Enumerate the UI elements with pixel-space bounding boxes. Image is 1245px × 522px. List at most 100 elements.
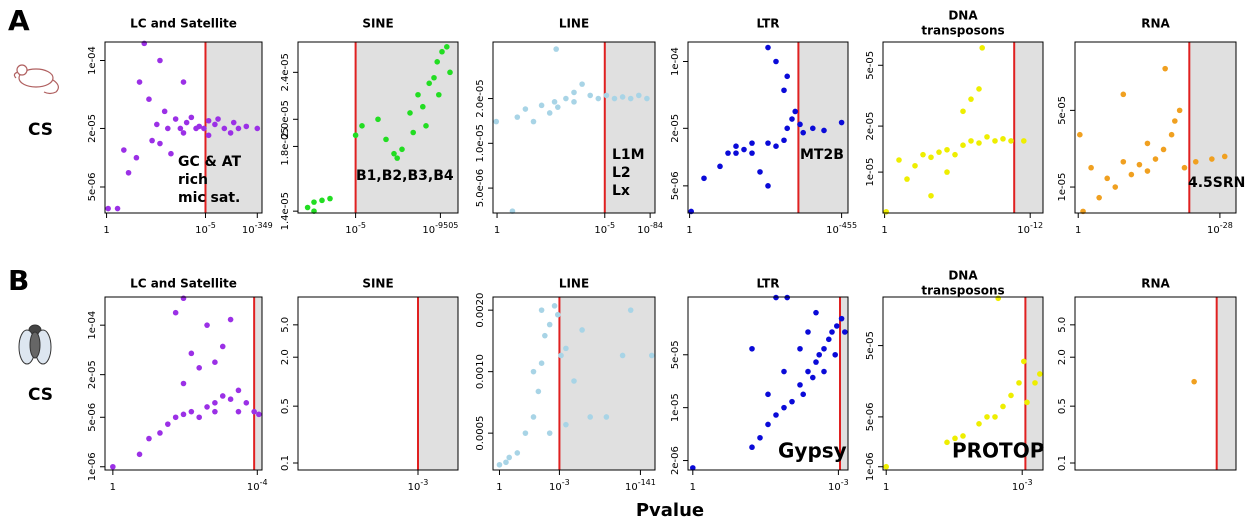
point <box>1172 118 1178 124</box>
x-tick-exponent: -5 <box>607 221 615 230</box>
point <box>1112 184 1119 190</box>
significance-region <box>254 297 262 470</box>
point <box>992 138 998 144</box>
point <box>538 102 545 109</box>
point <box>212 400 218 406</box>
x-tick-label: 10-349 <box>242 221 273 237</box>
panel-title: LTR <box>756 277 779 291</box>
y-tick-label: 2.0e-05 <box>280 100 291 138</box>
x-tick-base: 10 <box>826 225 839 236</box>
point <box>765 391 771 398</box>
x-tick-base: 1 <box>686 225 692 236</box>
point <box>1077 131 1083 138</box>
point <box>1000 403 1006 410</box>
x-tick-label: 10-4 <box>247 478 268 494</box>
x-tick-label: 10-5 <box>195 221 216 237</box>
y-tick-label: 1e-06 <box>87 452 98 481</box>
y-tick-label: 2.4e-05 <box>280 53 291 91</box>
point <box>627 95 634 102</box>
point <box>733 143 739 149</box>
annotation: GC & AT <box>178 154 241 170</box>
significance-region <box>418 297 458 470</box>
plot-frame <box>1074 41 1237 214</box>
point <box>180 295 187 302</box>
x-tick-exponent: -28 <box>1220 221 1233 230</box>
point <box>765 140 771 146</box>
point <box>571 378 577 384</box>
point <box>1008 392 1014 399</box>
point <box>800 391 806 398</box>
point <box>375 116 381 123</box>
y-tick-label: 2e-06 <box>670 446 681 475</box>
point <box>359 123 365 129</box>
point <box>781 87 787 94</box>
x-tick-exponent: -3 <box>841 478 849 487</box>
point <box>415 91 421 98</box>
y-tick-label: 5.0e-06 <box>475 169 486 207</box>
point <box>1088 164 1094 171</box>
point <box>221 125 228 132</box>
point <box>1191 378 1197 385</box>
x-tick-base: 10 <box>345 225 358 236</box>
point <box>227 130 234 136</box>
point <box>979 45 985 51</box>
point <box>1032 380 1038 386</box>
point <box>816 351 822 358</box>
x-tick-base: 1 <box>494 225 500 236</box>
point <box>834 323 840 329</box>
point <box>644 95 650 102</box>
point <box>219 343 226 350</box>
point <box>304 204 311 211</box>
point <box>904 176 910 182</box>
point <box>838 315 845 322</box>
significance-region <box>355 42 458 213</box>
y-tick-label: 5e-06 <box>87 403 98 432</box>
significance-region <box>798 42 848 213</box>
plot-frame <box>1074 296 1237 471</box>
plot-frame <box>687 296 849 471</box>
point <box>749 150 755 156</box>
point <box>832 351 838 358</box>
point <box>603 92 610 99</box>
point <box>784 294 790 301</box>
x-tick-label: 10-3 <box>1012 478 1033 494</box>
point <box>196 123 202 130</box>
point <box>215 116 221 122</box>
point <box>829 329 835 335</box>
x-tick-label: 10-28 <box>1207 221 1233 237</box>
point <box>968 138 974 144</box>
plot-frame <box>297 41 459 214</box>
point <box>792 108 798 115</box>
y-tick-label: 1.4e-05 <box>280 192 291 230</box>
row-label: CS <box>28 120 53 140</box>
x-tick-label: 10-5 <box>594 221 615 237</box>
y-tick-label: 0.5 <box>280 398 291 414</box>
point <box>327 195 333 202</box>
annotation: B1,B2,B3,B4 <box>356 168 454 184</box>
point <box>781 137 787 144</box>
point <box>976 86 982 92</box>
panel-title: LC and Satellite <box>130 17 237 31</box>
point <box>188 408 195 415</box>
point <box>219 393 226 399</box>
x-tick-base: 10 <box>625 482 638 493</box>
point <box>157 430 163 436</box>
point <box>503 459 509 466</box>
x-tick-exponent: -12 <box>1030 221 1043 230</box>
point <box>1181 164 1188 171</box>
panel-title: LC and Satellite <box>130 277 237 291</box>
point <box>842 329 848 335</box>
plot-frame <box>492 296 656 471</box>
point <box>995 295 1001 302</box>
point <box>165 421 171 427</box>
point <box>319 197 325 204</box>
x-tick-exponent: -141 <box>638 478 656 487</box>
plot-frame <box>882 41 1044 214</box>
significance-region <box>205 42 262 213</box>
y-tick-label: 5e-05 <box>670 340 681 369</box>
y-tick-label: 1e-04 <box>87 46 98 75</box>
point <box>784 125 790 132</box>
y-tick-label: 2e-05 <box>865 112 876 141</box>
row-label: CS <box>28 385 53 405</box>
x-tick-base: 1 <box>496 482 502 493</box>
